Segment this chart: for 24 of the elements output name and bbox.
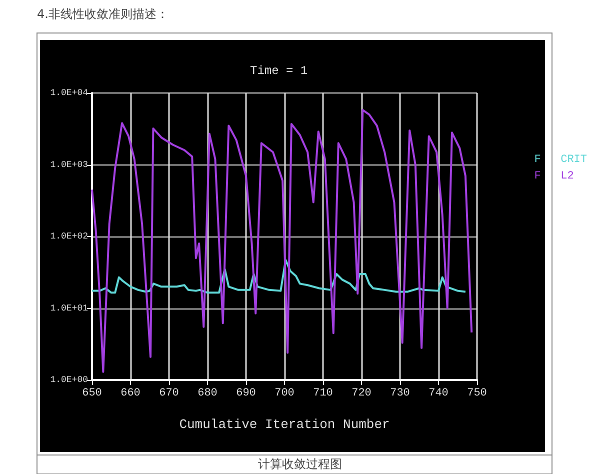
y-tick-label: 1.0E+04 (50, 88, 88, 98)
y-tick-label: 1.0E+02 (50, 232, 88, 242)
x-tick-label: 670 (159, 388, 179, 400)
x-tick-label: 730 (390, 388, 410, 400)
line-series (91, 259, 466, 294)
text: 4.非线性收敛准则描述： (37, 7, 168, 21)
x-tick-label: 710 (313, 388, 333, 400)
x-tick-label: 750 (467, 388, 487, 400)
x-tick-label: 700 (274, 388, 294, 400)
line-series (91, 108, 473, 373)
y-tick-label: 1.0E+03 (50, 160, 88, 170)
text: 计算收敛过程图 (258, 457, 342, 471)
x-tick-label: 660 (120, 388, 140, 400)
chart-title: Time = 1 (250, 64, 308, 78)
x-tick-label: 720 (352, 388, 372, 400)
x-tick-label: 680 (198, 388, 218, 400)
y-tick-label: 1.0E+00 (50, 375, 88, 385)
y-tick-label: 1.0E+01 (50, 303, 88, 314)
x-axis-title: Cumulative Iteration Number (179, 417, 390, 432)
text: F CRIT (534, 154, 588, 166)
text: F L2 (534, 170, 574, 182)
x-tick-label: 690 (236, 388, 256, 400)
x-tick-label: 740 (428, 388, 448, 400)
x-tick-label: 650 (82, 388, 102, 400)
